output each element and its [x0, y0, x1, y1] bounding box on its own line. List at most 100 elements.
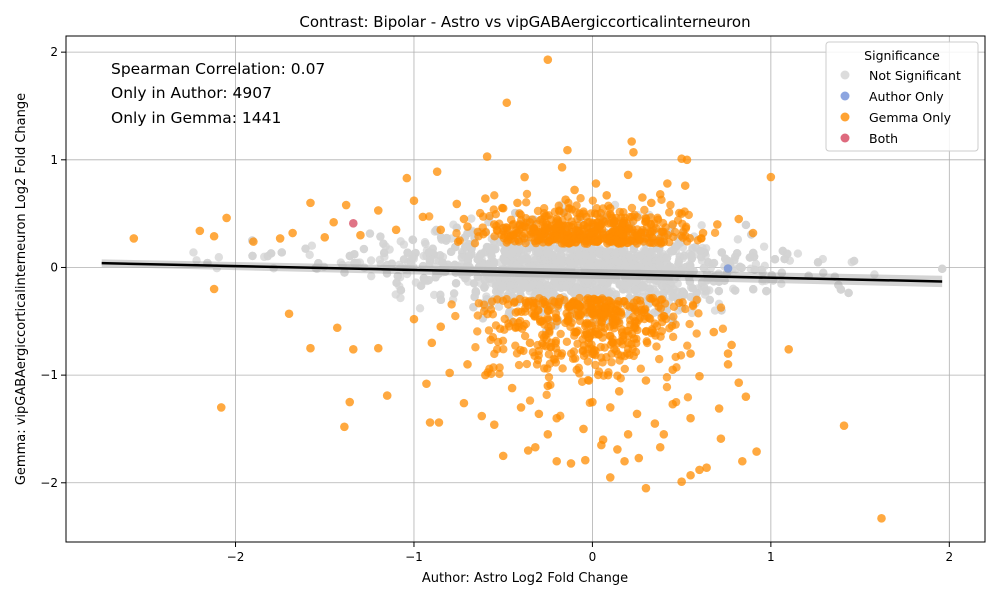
gemma-only-point	[525, 338, 535, 348]
gemma-only-point	[249, 237, 258, 246]
gemma-only-point	[576, 194, 585, 203]
gemma-only-point	[624, 225, 634, 234]
gemma-only-point	[552, 214, 562, 224]
gemma-only-point	[516, 345, 525, 355]
gemma-only-point	[677, 231, 686, 241]
gemma-only-point	[345, 397, 355, 407]
legend-box	[825, 41, 979, 152]
legend: Significance Not Significant Author Only…	[825, 41, 979, 152]
gemma-only-point	[500, 325, 509, 334]
gemma-only-point	[533, 206, 543, 216]
not-significant-point	[620, 281, 630, 290]
gemma-only-point	[543, 55, 553, 64]
not-significant-point	[418, 261, 428, 271]
gemma-only-point	[635, 235, 644, 244]
not-significant-point	[399, 255, 409, 264]
not-significant-point	[696, 246, 705, 256]
gemma-only-point	[709, 327, 719, 337]
gemma-only-point	[552, 456, 562, 466]
gemma-only-point	[556, 329, 565, 339]
gemma-only-point	[579, 351, 589, 360]
not-significant-point	[599, 286, 609, 295]
gemma-only-point	[617, 310, 626, 320]
legend-label-author-only: Author Only	[869, 89, 944, 104]
not-significant-point	[424, 248, 434, 257]
not-significant-point	[556, 250, 566, 260]
not-significant-point	[844, 288, 853, 298]
not-significant-point	[446, 247, 456, 257]
not-significant-point	[192, 256, 201, 265]
regression-line-group	[101, 259, 943, 288]
gemma-only-point	[579, 209, 588, 218]
gemma-only-point	[129, 234, 139, 243]
gemma-only-point	[613, 445, 622, 454]
gemma-only-point	[382, 391, 392, 400]
legend-marker-not-significant	[840, 70, 850, 80]
not-significant-point	[408, 235, 418, 245]
gemma-only-point	[424, 212, 434, 221]
gemma-only-point	[584, 376, 594, 385]
not-significant-point	[435, 251, 445, 260]
gemma-only-point	[578, 335, 587, 344]
gemma-only-point	[686, 470, 695, 480]
gemma-only-point	[686, 413, 695, 423]
not-significant-point	[350, 258, 359, 268]
legend-marker-both	[840, 133, 850, 143]
gemma-only-point	[562, 309, 571, 318]
not-significant-point	[745, 253, 755, 262]
gemma-only-point	[602, 191, 611, 200]
gemma-only-point	[534, 306, 543, 315]
not-significant-point	[613, 257, 623, 267]
gemma-only-point	[877, 514, 886, 523]
gemma-only-point	[561, 195, 570, 204]
gemma-only-point	[654, 354, 664, 364]
not-significant-point	[543, 281, 552, 290]
not-significant-point	[730, 256, 739, 265]
legend-label-both: Both	[869, 131, 898, 146]
gemma-only-point	[641, 376, 651, 385]
not-significant-point	[714, 277, 724, 286]
gemma-only-point	[579, 424, 588, 434]
gemma-only-point	[427, 338, 437, 348]
not-significant-point	[870, 270, 879, 279]
not-significant-point	[387, 259, 397, 268]
gemma-only-point	[520, 172, 529, 182]
gemma-only-point	[518, 223, 527, 232]
gemma-only-point	[662, 373, 672, 382]
not-significant-point	[659, 288, 668, 298]
gemma-only-point	[572, 201, 581, 210]
not-significant-point	[583, 276, 593, 285]
y-tick-label: −2	[40, 476, 58, 490]
gemma-only-point	[610, 313, 620, 323]
gemma-only-point	[499, 233, 509, 243]
gemma-only-point	[607, 358, 616, 367]
gemma-only-point	[589, 350, 599, 359]
gemma-only-point	[680, 181, 690, 190]
gemma-only-point	[432, 167, 442, 176]
not-significant-point	[780, 254, 789, 264]
not-significant-point	[449, 289, 459, 298]
gemma-only-point	[710, 228, 720, 238]
not-significant-point	[659, 275, 668, 285]
gemma-only-point	[629, 312, 638, 322]
gemma-only-point	[222, 213, 231, 223]
gemma-only-point	[669, 312, 678, 321]
gemma-only-point	[597, 322, 606, 331]
not-significant-point	[350, 250, 359, 259]
gemma-only-point	[356, 230, 365, 240]
not-significant-point	[480, 276, 489, 285]
x-axis-label: Author: Astro Log2 Fold Change	[422, 571, 628, 586]
not-significant-point	[534, 264, 544, 274]
gemma-only-point	[447, 300, 456, 309]
gemma-only-point	[481, 194, 490, 203]
gemma-only-point	[741, 392, 751, 401]
gemma-only-point	[434, 418, 444, 427]
not-significant-point	[589, 287, 599, 296]
gemma-only-point	[599, 303, 609, 312]
gemma-only-point	[534, 346, 543, 356]
not-significant-point	[501, 256, 510, 266]
not-significant-point	[436, 233, 446, 242]
gemma-only-point	[570, 327, 579, 337]
gemma-only-point	[662, 382, 672, 392]
gemma-only-point	[636, 364, 646, 373]
